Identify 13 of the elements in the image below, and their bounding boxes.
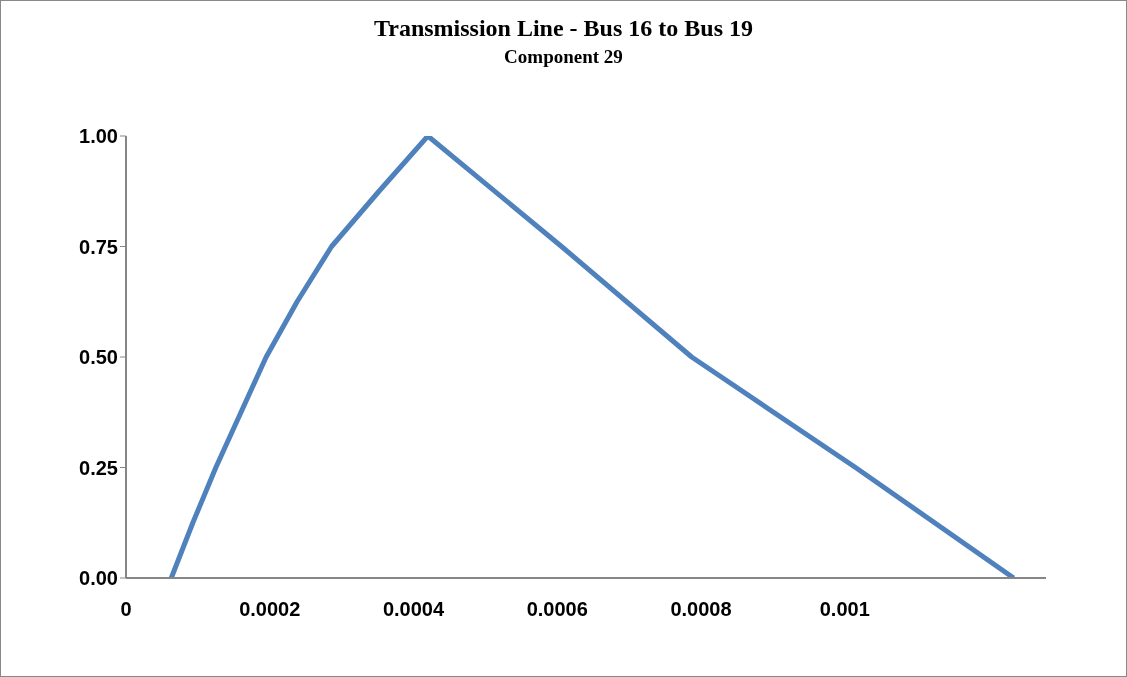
x-tick-label: 0.0006 <box>526 598 588 621</box>
x-tick-label: 0.0008 <box>670 598 732 621</box>
chart-subtitle: Component 29 <box>503 46 624 68</box>
y-tick-label: 0.50 <box>79 346 118 369</box>
y-tick-label: 0.75 <box>79 235 118 258</box>
y-tick-label: 1.00 <box>79 125 118 148</box>
x-tick-label: 0.0002 <box>239 598 301 621</box>
y-tick-label: 0.00 <box>79 567 118 590</box>
chart-title: Transmission Line - Bus 16 to Bus 19 <box>373 15 754 42</box>
x-tick-label: 0.0004 <box>382 598 445 621</box>
x-tick-label: 0 <box>120 598 132 621</box>
y-tick-label: 0.25 <box>79 456 118 479</box>
x-tick-label: 0.001 <box>819 598 870 621</box>
